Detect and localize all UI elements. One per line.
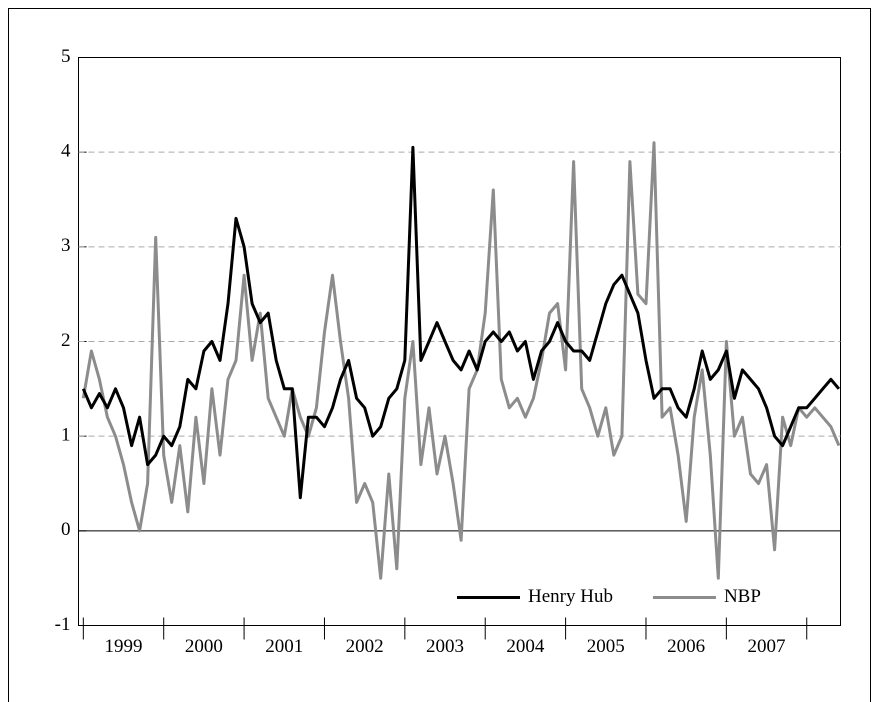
x-tick-label: 2003 — [426, 636, 464, 657]
series-line — [81, 145, 841, 500]
y-tick-label: 0 — [61, 519, 71, 540]
y-tick-label: 4 — [61, 141, 71, 162]
y-tick-label: 5 — [61, 46, 71, 67]
x-tick-label: 2000 — [185, 636, 223, 657]
x-tick-label: 2007 — [748, 636, 786, 657]
x-tick-label: 1999 — [105, 636, 143, 657]
y-tick-label: 1 — [61, 425, 71, 446]
frame — [8, 8, 871, 702]
x-tick-label: 2005 — [587, 636, 625, 657]
legend-label: NBP — [724, 586, 761, 607]
x-tick-label: 2001 — [265, 636, 303, 657]
y-tick-label: -1 — [55, 614, 71, 635]
x-tick-label: 2004 — [506, 636, 545, 657]
x-tick-label: 2006 — [667, 636, 705, 657]
y-tick-label: 2 — [61, 330, 71, 351]
y-tick-label: 3 — [61, 235, 71, 256]
legend-label: Henry Hub — [528, 586, 613, 607]
x-tick-label: 2002 — [346, 636, 384, 657]
series-line — [81, 141, 841, 580]
